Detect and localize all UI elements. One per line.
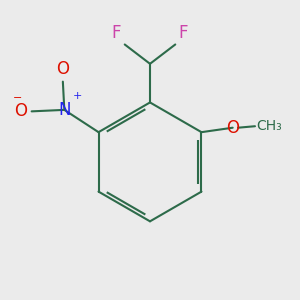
Text: N: N — [58, 101, 70, 119]
Text: CH₃: CH₃ — [256, 119, 282, 133]
Text: O: O — [14, 102, 27, 120]
Text: O: O — [226, 119, 239, 137]
Text: F: F — [179, 24, 188, 42]
Text: F: F — [112, 24, 121, 42]
Text: +: + — [73, 91, 83, 101]
Text: −: − — [13, 93, 22, 103]
Text: O: O — [56, 60, 69, 78]
